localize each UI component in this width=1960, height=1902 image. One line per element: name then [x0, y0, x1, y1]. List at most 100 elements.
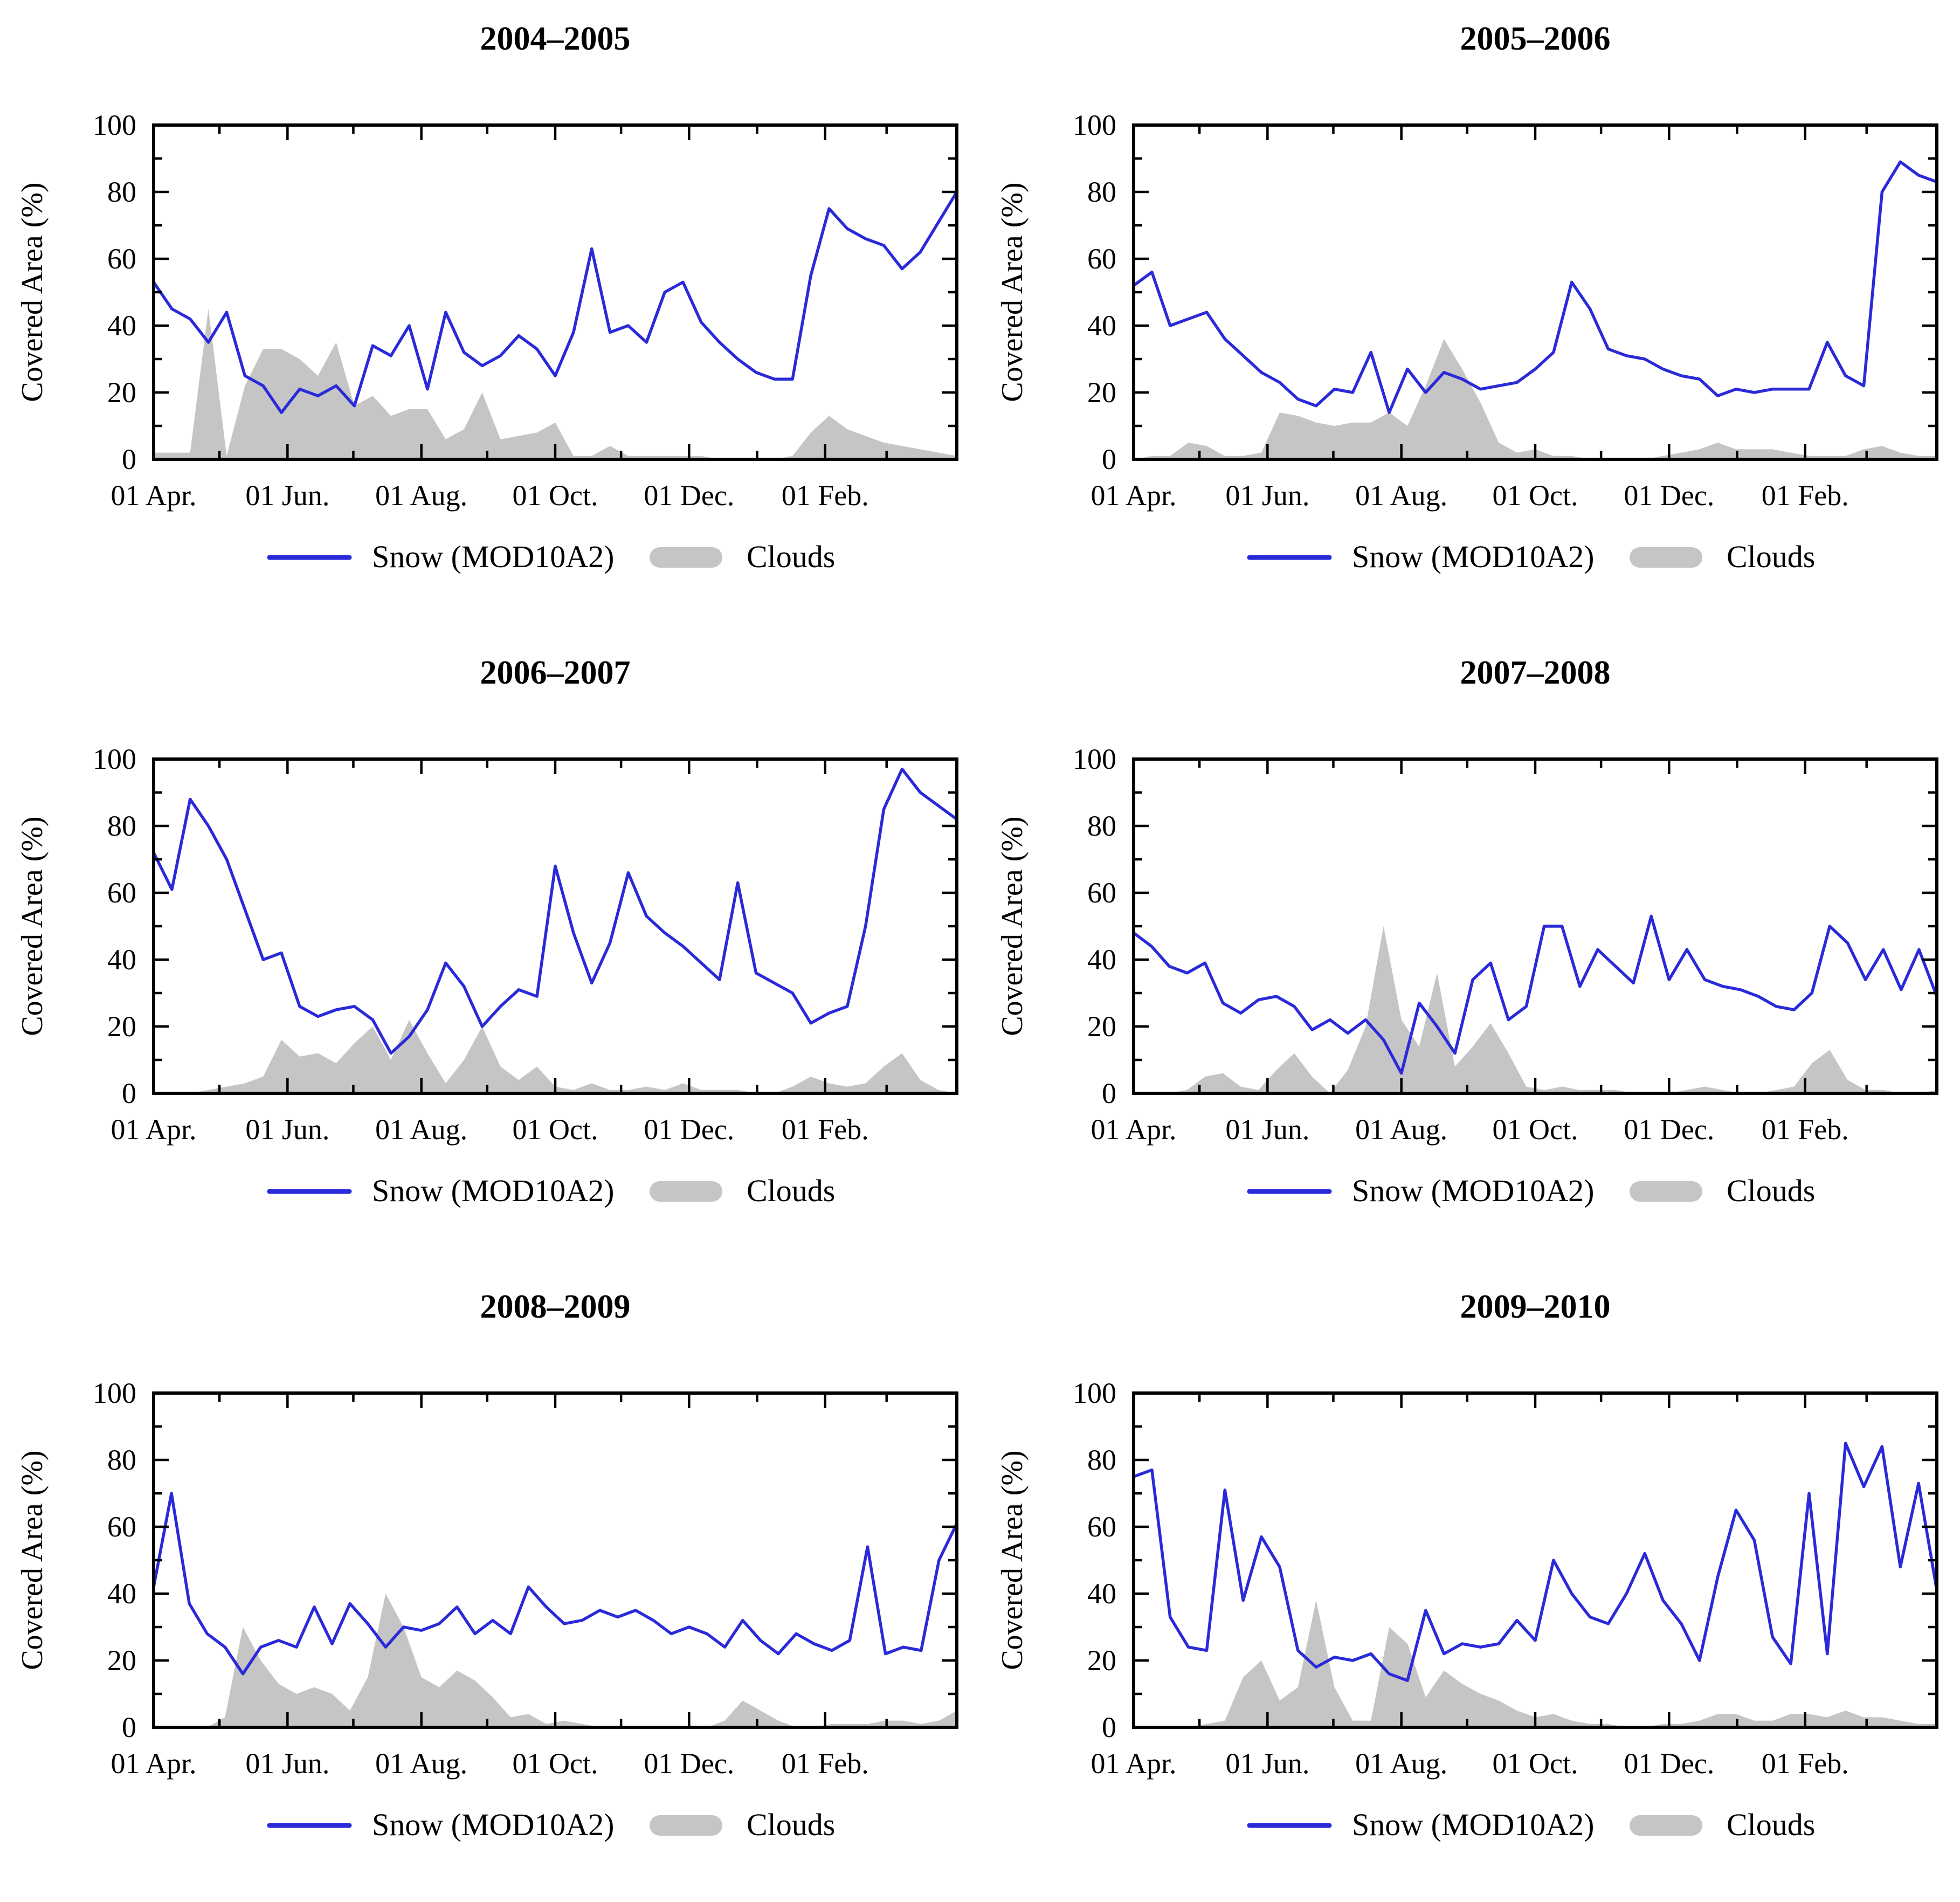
y-tick-label: 40	[1087, 943, 1116, 976]
x-tick-label: 01 Jun.	[245, 1747, 329, 1780]
legend-clouds-swatch	[650, 1815, 722, 1836]
snow-line-series	[1132, 914, 1938, 1075]
legend: Snow (MOD10A2) Clouds	[267, 539, 835, 574]
plot-border	[1132, 123, 1938, 461]
legend-snow-label: Snow (MOD10A2)	[372, 1807, 615, 1842]
chart-panel-2004-2005: 2004–2005 0 20 40 60 80 100 01 Apr. 01 Jun. 01 Au…	[0, 0, 980, 634]
x-tick-label: 01 Aug.	[375, 1113, 467, 1146]
axis-ticks	[1132, 125, 1937, 459]
y-tick-label: 20	[1087, 1644, 1116, 1677]
x-tick-label: 01 Jun.	[1225, 1747, 1309, 1780]
plot-border	[152, 1391, 958, 1729]
x-tick-label: 01 Oct.	[1493, 1113, 1578, 1146]
y-tick-label: 60	[107, 1511, 136, 1543]
chart-panel-2005-2006: 2005–2006 0 20 40 60 80 100 01 Apr. 01 Jun. 01 Au…	[980, 0, 1960, 634]
y-tick-label: 80	[1087, 810, 1116, 842]
y-tick-label: 100	[1073, 109, 1116, 141]
y-tick-label: 40	[1087, 1577, 1116, 1610]
y-tick-label: 60	[1087, 1511, 1116, 1543]
x-tick-label: 01 Dec.	[644, 479, 734, 512]
x-tick-label: 01 Dec.	[1624, 1113, 1714, 1146]
y-tick-label: 20	[1087, 376, 1116, 409]
chart-panel-2006-2007: 2006–2007 0 20 40 60 80 100 01 Apr. 01 Jun. 01 Au…	[0, 634, 980, 1268]
x-tick-label: 01 Aug.	[375, 479, 467, 512]
y-tick-label: 60	[1087, 243, 1116, 275]
legend-snow-label: Snow (MOD10A2)	[372, 539, 615, 574]
x-tick-label: 01 Aug.	[375, 1747, 467, 1780]
x-tick-label: 01 Jun.	[245, 479, 329, 512]
snow-line-series	[152, 767, 958, 1055]
y-tick-label: 60	[107, 877, 136, 909]
legend-snow-label: Snow (MOD10A2)	[1352, 539, 1595, 574]
x-tick-label: 01 Feb.	[782, 479, 869, 512]
clouds-area-series	[154, 1594, 957, 1727]
x-tick-label: 01 Aug.	[1355, 1113, 1447, 1146]
legend: Snow (MOD10A2) Clouds	[267, 1807, 835, 1842]
x-tick-label: 01 Oct.	[1493, 1747, 1578, 1780]
y-tick-label: 80	[1087, 1444, 1116, 1476]
legend-clouds-swatch	[1630, 1181, 1702, 1202]
y-tick-label: 60	[1087, 877, 1116, 909]
snow-line-series	[1132, 160, 1938, 414]
legend-snow-label: Snow (MOD10A2)	[1352, 1807, 1595, 1842]
y-axis-label: Covered Area (%)	[16, 816, 49, 1036]
chart-panel-2009-2010: 2009–2010 0 20 40 60 80 100 01 Apr. 01 Jun. 01 Au…	[980, 1268, 1960, 1902]
x-tick-label: 01 Jun.	[1225, 479, 1309, 512]
x-tick-label: 01 Oct.	[513, 479, 598, 512]
chart-title: 2009–2010	[1460, 1288, 1611, 1325]
y-tick-label: 20	[107, 376, 136, 409]
y-tick-label: 100	[93, 1377, 136, 1409]
legend-snow-label: Snow (MOD10A2)	[1352, 1173, 1595, 1208]
x-tick-label: 01 Dec.	[644, 1747, 734, 1780]
snow-line-series	[152, 1492, 958, 1676]
x-tick-label: 01 Feb.	[1762, 1113, 1849, 1146]
clouds-area-series	[1134, 926, 1937, 1093]
chart-title: 2006–2007	[480, 654, 631, 691]
x-tick-label: 01 Apr.	[1091, 1747, 1176, 1780]
y-tick-label: 40	[107, 1577, 136, 1610]
x-tick-label: 01 Oct.	[513, 1113, 598, 1146]
y-tick-label: 0	[1102, 1711, 1116, 1744]
x-tick-label: 01 Dec.	[1624, 479, 1714, 512]
legend: Snow (MOD10A2) Clouds	[267, 1173, 835, 1208]
y-tick-label: 100	[1073, 1377, 1116, 1409]
x-tick-label: 01 Jun.	[1225, 1113, 1309, 1146]
y-tick-label: 20	[1087, 1010, 1116, 1043]
legend-clouds-label: Clouds	[1727, 1173, 1815, 1208]
y-axis-label: Covered Area (%)	[996, 1450, 1029, 1670]
y-axis-label: Covered Area (%)	[16, 182, 49, 402]
y-tick-label: 20	[107, 1644, 136, 1677]
legend-clouds-label: Clouds	[747, 1173, 835, 1208]
x-tick-label: 01 Dec.	[644, 1113, 734, 1146]
y-tick-label: 0	[1102, 443, 1116, 476]
snow-line-series	[1132, 1442, 1938, 1682]
y-tick-label: 40	[107, 943, 136, 976]
y-tick-label: 0	[122, 1077, 136, 1110]
x-tick-label: 01 Feb.	[782, 1747, 869, 1780]
chart-title: 2005–2006	[1460, 20, 1611, 57]
y-tick-label: 80	[107, 176, 136, 208]
x-tick-label: 01 Dec.	[1624, 1747, 1714, 1780]
chart-title: 2008–2009	[480, 1288, 631, 1325]
axis-ticks	[1132, 1393, 1937, 1727]
axis-ticks	[152, 759, 957, 1093]
x-tick-label: 01 Feb.	[782, 1113, 869, 1146]
y-tick-label: 0	[1102, 1077, 1116, 1110]
x-tick-label: 01 Aug.	[1355, 479, 1447, 512]
axis-ticks	[1132, 759, 1937, 1093]
x-tick-label: 01 Feb.	[1762, 479, 1849, 512]
y-tick-label: 40	[107, 309, 136, 342]
legend-clouds-swatch	[1630, 547, 1702, 568]
y-tick-label: 60	[107, 243, 136, 275]
legend: Snow (MOD10A2) Clouds	[1247, 539, 1815, 574]
axis-ticks	[152, 125, 957, 459]
x-tick-label: 01 Feb.	[1762, 1747, 1849, 1780]
legend: Snow (MOD10A2) Clouds	[1247, 1173, 1815, 1208]
legend: Snow (MOD10A2) Clouds	[1247, 1807, 1815, 1842]
legend-clouds-label: Clouds	[1727, 1807, 1815, 1842]
chart-panel-2007-2008: 2007–2008 0 20 40 60 80 100 01 Apr. 01 Jun. 01 Au…	[980, 634, 1960, 1268]
y-axis-label: Covered Area (%)	[996, 182, 1029, 402]
clouds-area-series	[1134, 1600, 1937, 1727]
y-tick-label: 100	[93, 743, 136, 775]
